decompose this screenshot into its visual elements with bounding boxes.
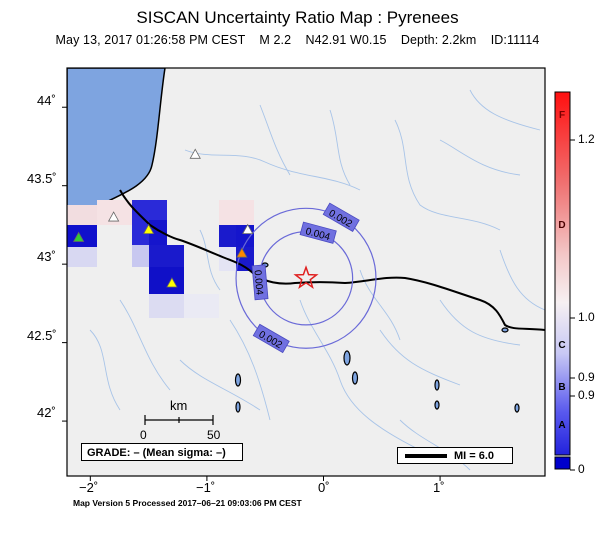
epicenter-star [293, 265, 319, 289]
grid-cell [67, 247, 97, 267]
frame-ticks [62, 106, 441, 481]
rivers [89, 89, 545, 471]
lat-label: 42.5˚ [27, 328, 57, 343]
scale-bar-unit: km [170, 398, 188, 413]
lat-label: 43.5˚ [27, 171, 57, 186]
footer-text: Map Version 5 Processed 2017–06–21 09:03… [73, 498, 302, 508]
contour-label: 0.004 [251, 264, 269, 301]
lon-label: −2˚ [79, 480, 99, 495]
colorbar [554, 91, 571, 456]
lat-label: 42˚ [37, 405, 56, 420]
colorbar-ticks [570, 139, 575, 471]
colorbar-value: 0 [578, 462, 585, 476]
station-triangle [242, 223, 254, 235]
mi-legend-line [405, 454, 447, 458]
border-line [119, 189, 545, 331]
colorbar-value: 0.9 [578, 370, 595, 384]
grid-cell [67, 225, 97, 247]
colorbar-letter: D [558, 220, 566, 231]
grid-cell [219, 225, 236, 247]
station-triangle [142, 223, 155, 235]
colorbar-value: 1.0 [578, 310, 595, 324]
station-triangle [107, 211, 120, 222]
event-info: May 13, 2017 01:26:58 PM CEST M 2.2 N42.… [55, 33, 540, 47]
scale-bar [144, 415, 214, 425]
lon-label: −1˚ [196, 480, 216, 495]
lon-label: 1˚ [433, 480, 445, 495]
colorbar-letter: F [558, 110, 566, 121]
contour-value: 0.004 [251, 270, 264, 296]
contour-ring [235, 207, 377, 349]
ratio-grid [67, 200, 254, 318]
grade-box: GRADE: – (Mean sigma: –) [81, 443, 243, 461]
station-triangle [189, 148, 201, 159]
map-frame [66, 67, 546, 477]
lat-label: 43˚ [37, 249, 56, 264]
mi-legend-text: MI = 6.0 [454, 450, 495, 462]
colorbar-letter: C [558, 340, 566, 351]
grid-cell [132, 245, 149, 267]
grid-cell [149, 267, 184, 294]
colorbar-value: 1.2 [578, 132, 595, 146]
colorbar-letter: B [558, 382, 566, 393]
grid-cell [219, 200, 254, 225]
grid-cell [149, 245, 184, 267]
station-triangle [72, 231, 85, 242]
grid-cell [149, 294, 184, 318]
lakes [234, 262, 520, 413]
grid-cell [132, 200, 167, 220]
lat-label: 44˚ [37, 93, 56, 108]
scale-bar-left-label: 0 [140, 428, 147, 442]
grid-cell [132, 220, 149, 245]
colorbar-value: 0.9 [578, 388, 595, 402]
station-triangle [166, 277, 178, 288]
grid-cell [184, 294, 219, 318]
colorbar-low-swatch [554, 456, 571, 470]
station-triangle [236, 247, 248, 258]
mi-legend: MI = 6.0 [397, 447, 513, 464]
map-title: SISCAN Uncertainty Ratio Map : Pyrenees [136, 8, 459, 27]
lon-label: 0˚ [318, 480, 330, 495]
grid-cell [67, 205, 97, 225]
scale-bar-right-label: 50 [207, 428, 221, 442]
colorbar-letter: A [558, 420, 566, 431]
